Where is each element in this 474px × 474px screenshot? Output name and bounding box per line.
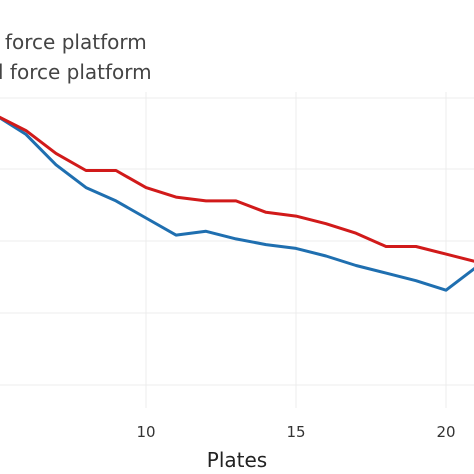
x-tick-label: 15 (286, 423, 305, 441)
series-layer (0, 115, 474, 292)
grid-layer (0, 92, 474, 408)
x-tick-label: 20 (436, 423, 455, 441)
x-axis-title: Plates (207, 448, 267, 472)
x-tick-layer: 10 15 20 (136, 423, 455, 441)
legend-label-force-platform: force platform (5, 30, 147, 54)
legend-label-l-force-platform: l force platform (0, 60, 152, 84)
legend: force platform l force platform (0, 30, 152, 84)
x-tick-label: 10 (136, 423, 155, 441)
